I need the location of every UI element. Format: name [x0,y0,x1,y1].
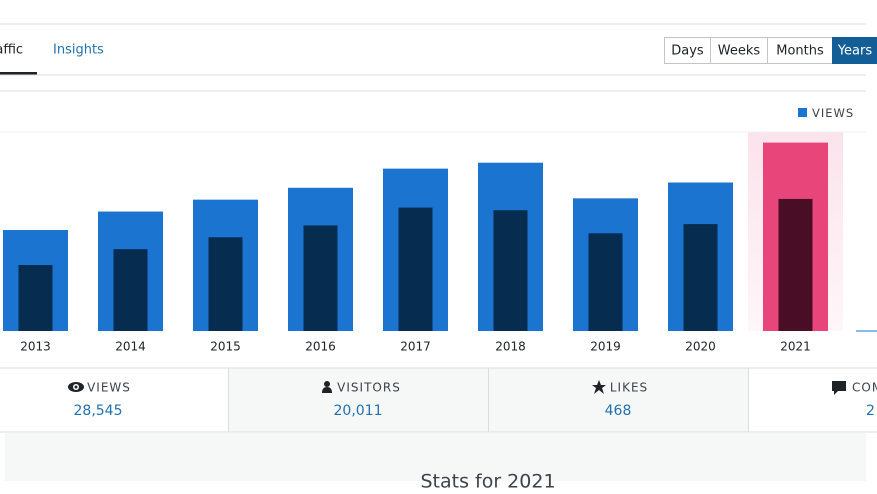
bar [398,207,433,331]
period-label[interactable]: Months [776,44,824,59]
x-tick-label: 2019 [590,340,621,354]
legend-swatch [798,108,807,117]
comment-icon [832,381,846,395]
stat-label: VISITORS [337,381,401,395]
x-tick-label: 2020 [685,340,716,354]
top-strip [0,0,866,24]
star-icon [592,380,606,394]
legend-label: VIEWS [812,106,854,120]
bar [683,224,718,331]
bar [303,225,338,331]
x-tick-label: 2015 [210,340,241,354]
eye-icon [68,382,84,392]
x-tick-label: 2021 [780,340,811,354]
bar [208,237,243,331]
stat-label: VIEWS [87,381,131,395]
x-tick-label: 2018 [495,340,526,354]
tab[interactable]: Traffic [0,43,23,58]
bar [493,210,528,331]
period-label[interactable]: Weeks [718,44,761,59]
bar [18,265,53,331]
bar [588,233,623,331]
stat-label: LIKES [610,381,648,395]
stat-value: 28,545 [74,403,123,419]
person-icon [322,381,332,393]
period-label[interactable]: Years [837,44,873,59]
period-button[interactable] [710,37,768,64]
tab[interactable]: Insights [53,43,104,58]
period-button[interactable] [832,37,877,64]
stat-value: 20,011 [334,403,383,419]
stat-value: 2 [866,403,875,419]
footer-panel [5,433,866,481]
x-tick-label: 2014 [115,340,146,354]
stat-label: COMMENTS [852,381,877,395]
period-label[interactable]: Days [671,44,704,59]
bar [778,198,813,331]
tab-underline [0,72,37,75]
period-button[interactable] [664,37,711,64]
x-tick-label: 2016 [305,340,336,354]
stat-value: 468 [605,403,632,419]
period-button[interactable] [767,37,833,64]
x-tick-label: 2017 [400,340,431,354]
bar [113,249,148,331]
x-tick-label: 2013 [20,340,51,354]
footer-title: Stats for 2021 [420,471,555,493]
